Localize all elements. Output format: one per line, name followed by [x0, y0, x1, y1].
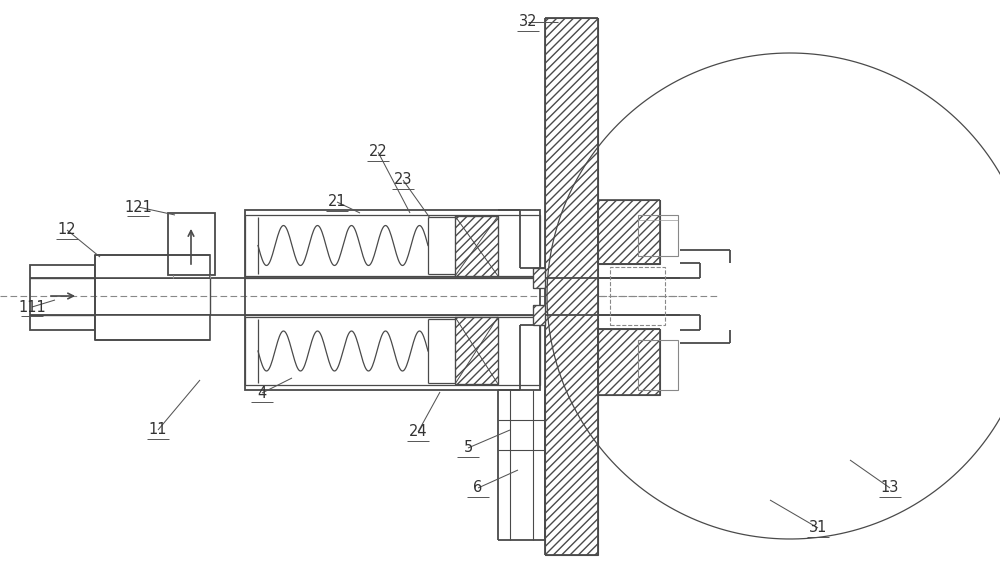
- Text: 121: 121: [124, 200, 152, 214]
- Text: 5: 5: [463, 440, 473, 456]
- Bar: [638, 340, 678, 390]
- Text: 11: 11: [149, 422, 167, 437]
- Text: 23: 23: [394, 172, 412, 187]
- Text: 32: 32: [519, 15, 537, 30]
- Text: 111: 111: [18, 300, 46, 315]
- Text: 12: 12: [58, 223, 76, 238]
- Bar: [533, 305, 545, 325]
- Bar: [245, 215, 540, 276]
- Bar: [598, 200, 660, 264]
- Bar: [545, 18, 598, 555]
- Bar: [245, 210, 540, 390]
- Bar: [533, 268, 545, 288]
- Text: 31: 31: [809, 520, 827, 536]
- Text: 22: 22: [369, 144, 387, 159]
- Text: 13: 13: [881, 481, 899, 495]
- Bar: [455, 317, 498, 384]
- Bar: [95, 255, 210, 278]
- Bar: [533, 305, 545, 325]
- Bar: [245, 317, 540, 385]
- Bar: [30, 265, 95, 330]
- Bar: [95, 315, 210, 340]
- Text: 6: 6: [473, 481, 483, 495]
- Text: 24: 24: [409, 425, 427, 440]
- Bar: [455, 216, 498, 276]
- Bar: [610, 267, 665, 325]
- Bar: [638, 215, 678, 256]
- Text: 4: 4: [257, 385, 267, 401]
- Bar: [533, 268, 545, 288]
- Text: 21: 21: [328, 194, 346, 210]
- Bar: [455, 317, 498, 384]
- Bar: [168, 213, 215, 275]
- Bar: [598, 329, 660, 395]
- Bar: [455, 216, 498, 276]
